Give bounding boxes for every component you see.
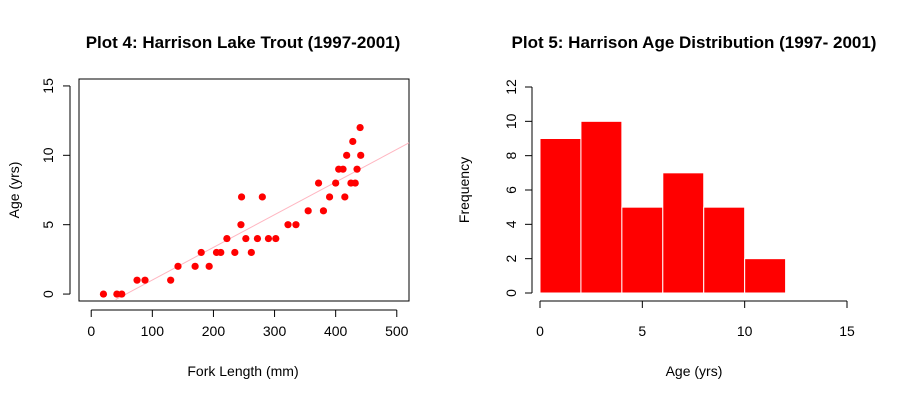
scatter-fit-line-group bbox=[115, 142, 410, 301]
histogram-y-tick-label: 6 bbox=[503, 186, 519, 194]
scatter-x-tick-label: 200 bbox=[202, 323, 226, 339]
histogram-x-axis: 0 5 10 15 bbox=[536, 300, 855, 339]
scatter-point bbox=[264, 234, 273, 243]
scatter-point bbox=[357, 151, 365, 159]
scatter-x-tick-label: 500 bbox=[385, 323, 409, 339]
scatter-point bbox=[118, 290, 126, 298]
scatter-point bbox=[356, 123, 364, 132]
scatter-plot: Plot 4: Harrison Lake Trout (1997-2001) … bbox=[6, 33, 410, 379]
scatter-point bbox=[217, 248, 225, 257]
histogram-bars bbox=[539, 120, 787, 294]
scatter-point bbox=[231, 248, 239, 257]
histogram-bar bbox=[621, 206, 664, 294]
scatter-point bbox=[349, 137, 357, 146]
scatter-x-tick-label: 100 bbox=[141, 323, 165, 339]
scatter-point bbox=[339, 165, 347, 173]
scatter-y-tick-label: 15 bbox=[40, 78, 56, 94]
histogram-title: Plot 5: Harrison Age Distribution (1997-… bbox=[512, 33, 877, 52]
histogram-x-tick-label: 5 bbox=[638, 323, 646, 339]
scatter-x-tick-label: 300 bbox=[263, 323, 287, 339]
histogram-x-tick-label: 10 bbox=[737, 323, 753, 339]
histogram-x-tick-label: 15 bbox=[839, 323, 855, 339]
histogram-bar bbox=[662, 172, 705, 294]
histogram-y-tick-label: 8 bbox=[503, 152, 519, 160]
scatter-point bbox=[237, 193, 246, 201]
scatter-x-axis-label: Fork Length (mm) bbox=[187, 363, 298, 379]
histogram-y-axis-label: Frequency bbox=[456, 157, 472, 223]
histogram-bar bbox=[580, 120, 623, 294]
scatter-y-axis-label: Age (yrs) bbox=[6, 162, 22, 219]
scatter-point bbox=[253, 234, 262, 243]
histogram-bar bbox=[744, 258, 787, 294]
histogram-bar bbox=[703, 206, 746, 294]
scatter-point bbox=[292, 221, 300, 229]
scatter-point bbox=[197, 248, 205, 257]
scatter-point bbox=[237, 221, 245, 229]
scatter-point bbox=[223, 234, 231, 243]
scatter-point bbox=[353, 165, 361, 173]
scatter-point bbox=[174, 262, 182, 270]
scatter-point bbox=[341, 193, 349, 201]
scatter-point bbox=[191, 262, 199, 270]
scatter-y-tick-label: 10 bbox=[40, 147, 56, 163]
scatter-point bbox=[319, 207, 328, 215]
histogram-y-tick-label: 0 bbox=[503, 289, 519, 297]
scatter-point bbox=[99, 290, 108, 298]
scatter-point bbox=[343, 151, 351, 159]
scatter-point bbox=[167, 276, 175, 284]
scatter-y-axis: 0 5 10 15 bbox=[40, 78, 71, 298]
histogram-x-axis-label: Age (yrs) bbox=[666, 363, 723, 379]
scatter-point bbox=[314, 179, 323, 187]
scatter-point bbox=[242, 234, 250, 243]
scatter-y-tick-label: 5 bbox=[40, 221, 56, 229]
scatter-fit-line bbox=[115, 142, 410, 301]
scatter-point bbox=[272, 234, 280, 243]
scatter-point bbox=[284, 221, 292, 229]
scatter-point bbox=[332, 179, 340, 187]
scatter-point bbox=[247, 248, 255, 257]
histogram-x-tick-label: 0 bbox=[536, 323, 544, 339]
scatter-point bbox=[258, 193, 266, 201]
scatter-plot-frame bbox=[78, 78, 410, 302]
scatter-point bbox=[141, 276, 149, 284]
scatter-x-tick-label: 0 bbox=[87, 323, 95, 339]
scatter-points bbox=[99, 123, 365, 298]
histogram-y-tick-label: 10 bbox=[503, 113, 519, 129]
histogram-y-tick-label: 2 bbox=[503, 255, 519, 263]
histogram-y-axis: 0 2 4 6 8 10 12 bbox=[503, 79, 533, 297]
scatter-title: Plot 4: Harrison Lake Trout (1997-2001) bbox=[86, 33, 401, 52]
histogram-bar bbox=[539, 138, 582, 294]
scatter-x-axis: 0 100 200 300 400 500 bbox=[87, 309, 409, 339]
scatter-point bbox=[325, 193, 334, 201]
histogram-y-tick-label: 4 bbox=[503, 220, 519, 228]
scatter-point bbox=[205, 262, 213, 270]
scatter-x-tick-label: 400 bbox=[324, 323, 348, 339]
histogram-plot: Plot 5: Harrison Age Distribution (1997-… bbox=[456, 33, 876, 379]
histogram-y-tick-label: 12 bbox=[503, 79, 519, 95]
scatter-point bbox=[351, 179, 359, 187]
scatter-point bbox=[304, 207, 312, 215]
scatter-point bbox=[133, 276, 141, 284]
scatter-y-tick-label: 0 bbox=[40, 290, 56, 298]
